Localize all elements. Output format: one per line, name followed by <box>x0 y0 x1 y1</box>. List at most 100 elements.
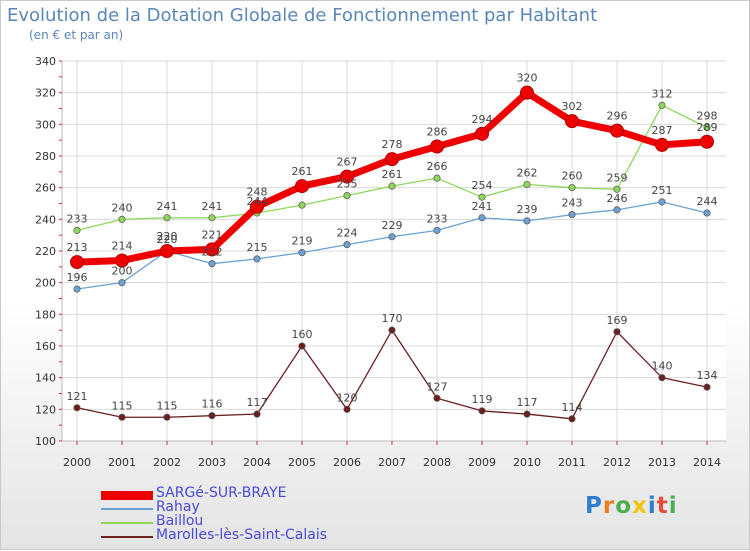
data-point <box>115 253 129 268</box>
data-label: 251 <box>652 184 673 197</box>
data-point <box>253 410 261 418</box>
data-point <box>343 241 351 249</box>
data-label: 229 <box>382 219 403 232</box>
y-tick-label: 100 <box>35 435 56 448</box>
data-label: 224 <box>337 227 358 240</box>
data-label: 244 <box>697 195 718 208</box>
data-point <box>568 184 576 192</box>
data-label: 296 <box>607 110 628 123</box>
data-point <box>655 137 669 152</box>
data-point <box>298 201 306 209</box>
y-tick-label: 200 <box>35 277 56 290</box>
legend-swatch <box>101 508 153 510</box>
data-point <box>703 123 711 132</box>
x-tick-label: 2000 <box>63 456 91 469</box>
data-label: 114 <box>562 401 583 414</box>
y-tick-label: 220 <box>35 245 56 258</box>
data-label: 239 <box>517 203 538 216</box>
data-point <box>703 383 711 391</box>
data-label: 115 <box>157 399 178 412</box>
data-point <box>118 413 126 421</box>
proxiti-logo: Proxiti <box>585 493 678 519</box>
data-point <box>523 217 531 225</box>
y-tick-label: 280 <box>35 150 56 163</box>
data-point <box>250 199 264 214</box>
data-point <box>478 214 486 222</box>
data-label: 220 <box>157 230 178 243</box>
data-point <box>118 215 126 223</box>
data-point <box>388 182 396 190</box>
x-tick-label: 2005 <box>288 456 316 469</box>
data-label: 200 <box>112 265 133 278</box>
data-label: 289 <box>697 121 718 134</box>
data-label: 215 <box>247 241 268 254</box>
data-point <box>298 342 306 350</box>
data-point <box>70 255 84 270</box>
data-point <box>430 139 444 154</box>
data-label: 267 <box>337 156 358 169</box>
x-tick-label: 2011 <box>558 456 586 469</box>
data-point <box>163 413 171 421</box>
data-label: 261 <box>292 165 313 178</box>
data-label: 233 <box>427 212 448 225</box>
data-point <box>208 412 216 420</box>
data-label: 214 <box>112 240 133 253</box>
data-label: 287 <box>652 124 673 137</box>
data-point <box>388 233 396 241</box>
data-point <box>610 123 624 138</box>
y-tick-label: 300 <box>35 118 56 131</box>
y-tick-label: 120 <box>35 403 56 416</box>
data-label: 255 <box>337 178 358 191</box>
data-label: 262 <box>517 167 538 180</box>
data-label: 298 <box>697 110 718 123</box>
data-label: 134 <box>697 369 718 382</box>
data-point <box>523 410 531 418</box>
data-point <box>568 415 576 423</box>
x-tick-label: 2001 <box>108 456 136 469</box>
data-point <box>433 394 441 402</box>
x-tick-label: 2013 <box>648 456 676 469</box>
data-point <box>298 249 306 257</box>
data-point <box>388 326 396 334</box>
legend-label: Rahay <box>156 499 200 515</box>
x-tick-label: 2009 <box>468 456 496 469</box>
data-point <box>523 180 531 189</box>
data-label: 221 <box>202 228 223 241</box>
data-label: 220 <box>157 233 178 246</box>
legend-swatch <box>101 536 153 538</box>
data-point <box>613 328 621 336</box>
data-point <box>568 211 576 219</box>
logo-letter: x <box>632 493 648 519</box>
data-point <box>208 260 216 268</box>
logo-letter: i <box>647 493 657 519</box>
x-tick-label: 2010 <box>513 456 541 469</box>
chart-subtitle: (en € et par an) <box>29 28 124 42</box>
data-point <box>160 244 174 258</box>
y-tick-label: 340 <box>35 55 56 68</box>
legend-label: Baillou <box>156 513 204 529</box>
data-label: 196 <box>67 271 88 284</box>
logo-letter: i <box>668 493 678 519</box>
data-point <box>478 193 486 201</box>
data-label: 320 <box>517 72 538 85</box>
y-tick-label: 160 <box>35 340 56 353</box>
data-label: 286 <box>427 126 448 139</box>
data-point <box>658 198 666 206</box>
data-label: 169 <box>607 314 628 327</box>
chart-title: Evolution de la Dotation Globale de Fonc… <box>7 5 598 26</box>
data-label: 117 <box>247 396 268 409</box>
legend-label: SARGé-SUR-BRAYE <box>156 485 287 501</box>
data-point <box>613 206 621 214</box>
data-label: 254 <box>472 179 493 192</box>
data-label: 219 <box>292 235 313 248</box>
data-point <box>253 255 261 263</box>
data-label: 302 <box>562 100 583 113</box>
y-tick-label: 320 <box>35 87 56 100</box>
legend-swatch <box>101 490 153 500</box>
data-label: 212 <box>202 246 223 259</box>
data-label: 240 <box>112 201 133 214</box>
data-label: 140 <box>652 360 673 373</box>
data-label: 120 <box>337 391 358 404</box>
data-label: 121 <box>67 390 88 403</box>
